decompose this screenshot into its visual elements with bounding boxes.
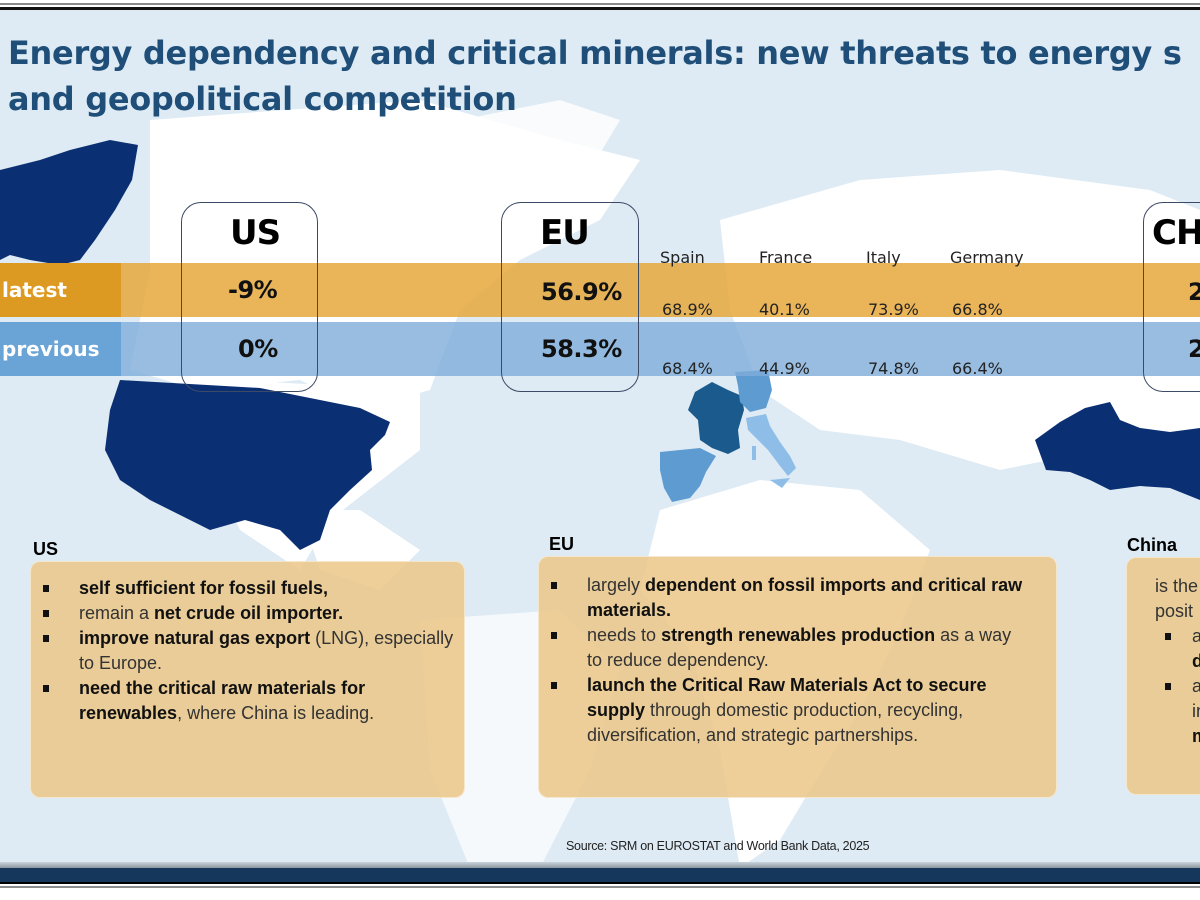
- us-card-item: need the critical raw materials for rene…: [31, 676, 464, 726]
- china-region-name: CH: [1152, 213, 1200, 253]
- us-card-item: self sufficient for fossil fuels,: [31, 576, 464, 601]
- country-name-france: France: [759, 248, 813, 267]
- china-previous-value: 2: [1188, 335, 1200, 363]
- country-name-spain: Spain: [660, 248, 705, 267]
- us-card-item: improve natural gas export (LNG), especi…: [31, 626, 464, 676]
- source-note: Source: SRM on EUROSTAT and World Bank D…: [566, 839, 870, 853]
- latest-row: latest: [0, 263, 1200, 317]
- germany-latest-value: 66.8%: [952, 300, 1003, 319]
- us-shape: [105, 380, 390, 550]
- eu-region-name: EU: [540, 213, 590, 253]
- title-line-2: and geopolitical competition: [8, 80, 517, 118]
- china-indicator-box: [1143, 202, 1200, 392]
- footer-rule: [0, 882, 1200, 884]
- china-latest-value: 2: [1188, 278, 1200, 306]
- spain-shape: [660, 448, 716, 502]
- china-card-intro: is the: [1155, 576, 1199, 596]
- italy-latest-value: 73.9%: [868, 300, 919, 319]
- eu-card-title: EU: [549, 534, 575, 554]
- china-card-item: a d: [1155, 624, 1200, 674]
- spain-latest-value: 68.9%: [662, 300, 713, 319]
- footer-rule: [0, 886, 1200, 888]
- china-card-item: a in m: [1155, 674, 1200, 749]
- page-title: Energy dependency and critical minerals:…: [8, 30, 1200, 122]
- country-name-italy: Italy: [866, 248, 901, 267]
- alaska-shape: [0, 140, 138, 265]
- previous-label: previous: [0, 322, 121, 376]
- eu-indicator-box: [501, 202, 639, 392]
- china-card-title: China: [1127, 535, 1178, 555]
- us-indicator-box: [181, 202, 318, 392]
- italy-previous-value: 74.8%: [868, 359, 919, 378]
- germany-shape: [735, 370, 772, 412]
- eu-card-item: largely dependent on fossil imports and …: [539, 573, 1026, 623]
- china-shape: [1035, 402, 1200, 500]
- italy-shape: [746, 414, 796, 476]
- previous-row: previous: [0, 322, 1200, 376]
- top-rule: [0, 0, 1200, 10]
- us-latest-value: -9%: [228, 276, 278, 304]
- france-shape: [688, 382, 744, 454]
- title-line-1: Energy dependency and critical minerals:…: [8, 34, 1182, 72]
- us-region-name: US: [230, 213, 281, 253]
- eu-card: largely dependent on fossil imports and …: [538, 556, 1057, 798]
- china-card-intro-2: posit: [1155, 601, 1194, 621]
- us-card: self sufficient for fossil fuels, remain…: [30, 561, 465, 798]
- eu-latest-value: 56.9%: [541, 278, 622, 306]
- eu-previous-value: 58.3%: [541, 335, 622, 363]
- spain-previous-value: 68.4%: [662, 359, 713, 378]
- china-card: is the posit a d a in m: [1126, 557, 1200, 795]
- footer-shade: [0, 862, 1200, 868]
- eu-card-item: needs to strength renewables production …: [539, 623, 1026, 673]
- country-name-germany: Germany: [950, 248, 1024, 267]
- slide: Energy dependency and critical minerals:…: [0, 10, 1200, 868]
- us-card-title: US: [33, 539, 59, 559]
- us-previous-value: 0%: [238, 335, 278, 363]
- germany-previous-value: 66.4%: [952, 359, 1003, 378]
- footer-bar: [0, 868, 1200, 882]
- italy-islands: [752, 446, 790, 488]
- latest-label: latest: [0, 263, 121, 317]
- france-latest-value: 40.1%: [759, 300, 810, 319]
- us-card-item: remain a net crude oil importer.: [31, 601, 464, 626]
- france-previous-value: 44.9%: [759, 359, 810, 378]
- eu-card-item: launch the Critical Raw Materials Act to…: [539, 673, 1026, 748]
